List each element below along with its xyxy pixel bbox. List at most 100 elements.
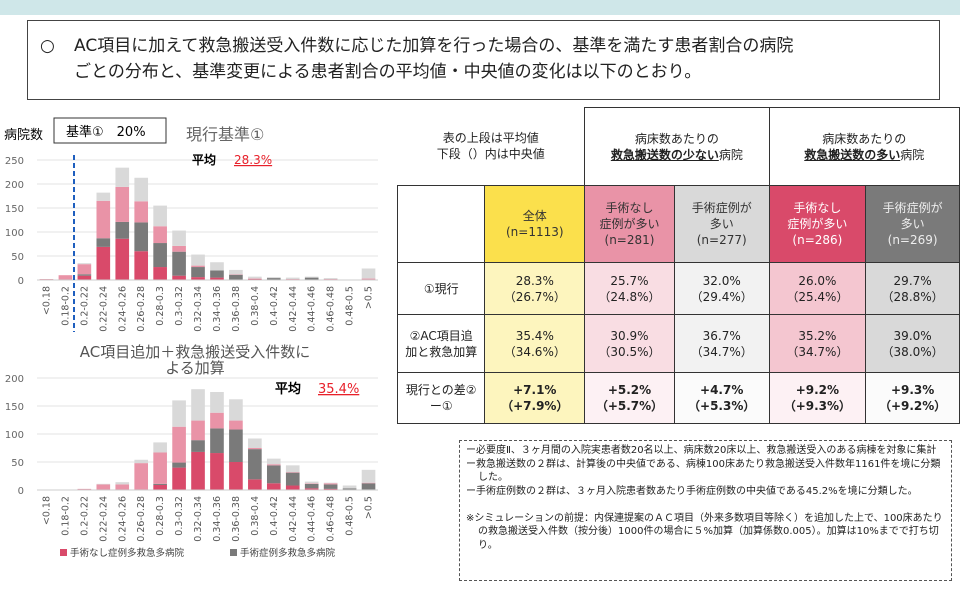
bar-segment [229,269,243,275]
value-cell: 25.7% （24.8%） [584,262,675,315]
x-tick-label: 0.44-0.46 [307,496,318,542]
x-tick-label: 0.36-0.38 [231,496,242,542]
cell-text: （+9.2%） [878,399,947,413]
bar-segment [96,200,111,239]
cell-text: 26.0% [798,273,837,288]
cell-text: （34.7%） [690,344,753,359]
bar-segment [248,449,262,480]
cell-text: 全体 [522,209,547,223]
x-tick-label: 0.4-0.42 [269,286,280,326]
cell-text: 手術症例が [691,201,752,215]
mean-value: 28.3% [234,153,272,167]
threshold-label-box [53,117,167,144]
legend-swatch [60,549,67,556]
y-tick-label: 50 [11,458,24,469]
cell-text: （30.5%） [598,344,661,359]
bar-segment [77,275,92,280]
x-tick-label: 0.22-0.24 [98,496,109,542]
x-tick-label: 0.24-0.26 [117,496,128,542]
note-item: ※シミュレーションの前提：内保連提案のＡＣ項目（外来多数項目等除く）を追加した上… [466,512,943,551]
bar-segment [248,438,262,448]
cell-text: 35.4% [515,328,554,343]
bar-segment [153,484,167,490]
mean-value: 35.4% [318,382,359,397]
cell-text: +9.3% [890,383,935,397]
bar-segment [266,278,281,280]
bar-segment [191,389,205,421]
summary-box: ○ AC項目に加えて救急搬送受入件数に応じた加算を行った場合の、基準を満たす患者割… [27,20,940,100]
x-tick-label: >0.5 [364,286,375,309]
y-tick-label: 100 [5,228,24,239]
x-tick-label: 0.18-0.2 [60,496,71,536]
bar-segment [115,221,130,239]
bar-segment [210,262,224,271]
bar-segment [266,464,281,466]
x-tick-label: 0.28-0.3 [155,286,166,326]
y-axis-label: 病院数 [4,128,43,143]
bar-segment [115,484,130,490]
value-cell: +4.7% （+5.3%） [673,372,770,424]
cell-text: 救急搬送数の少ない [610,147,719,162]
bar-segment [285,465,300,473]
bar-segment [361,268,376,279]
bar-segment [191,420,205,441]
bar-segment [172,275,186,280]
chart-ac-added: 0 50 100 150 200 <0.18 0.18-0.2 0.2-0.22 0.22-0.… [5,343,378,559]
bar-segment [134,177,149,202]
cell-text: （34.6%） [503,344,566,359]
cell-text: 下段（）内は中央値 [436,147,545,162]
bar-segment [229,399,243,421]
bar-segment [285,485,300,490]
bar-segment [77,264,92,275]
note-item: ー手術症例数の２群は、３ヶ月入院患者数あたり手術症例数の中央値である45.2%を… [466,485,918,497]
mean-label: 平均 [275,381,301,397]
table-row: ②AC項目追加と救急加算 35.4% （34.6%） 30.9% （30.5%） 36.7… [396,314,960,373]
note-item [466,498,945,512]
x-tick-label: 0.3-0.32 [174,286,185,326]
bar-segment [266,458,281,465]
note-item: ー救急搬送数の２群は、計算後の中央値である、病棟100床あたり救急搬送受入件数年… [466,458,941,484]
cell-text: 39.0% [893,328,932,343]
bar-segment [266,483,281,490]
bar-segment [191,440,205,452]
summary-line-1: AC項目に加えて救急搬送受入件数に応じた加算を行った場合の、基準を満たす患者割合… [74,36,794,56]
cell-text: （26.7%） [503,289,566,304]
x-tick-label: 0.46-0.48 [326,286,337,332]
legend-label: 手術なし症例多救急多病院 [70,547,185,559]
bar-segment [191,267,205,278]
column-header: 手術症例が 多い (n=269) [865,185,960,263]
y-tick-label: 100 [5,430,24,441]
bar-segment [96,246,111,280]
bar-segment [172,230,186,246]
chart-current: 0 50 100 150 200 250 <0.18 0.18-0.2 0.2-0.22 0.22… [4,117,378,332]
cell-text: 32.0% [702,273,741,288]
bar-segment [285,277,300,280]
chart-title: AC項目追加＋救急搬送受入件数に [80,343,310,361]
bar-segment [323,484,338,489]
y-tick-label: 200 [5,180,24,191]
bar-segment [191,254,205,266]
bar-segment [210,412,224,429]
x-tick-label: 0.4-0.42 [269,496,280,536]
x-tick-label: 0.32-0.34 [193,496,204,542]
bar-segment [172,467,186,490]
bar-segment [304,483,319,489]
bar-segment [96,192,111,201]
bar-segment [323,482,338,484]
cell-text: (n=269) [887,233,938,247]
x-tick-label: 0.3-0.32 [174,496,185,536]
x-tick-label: 0.48-0.5 [345,496,356,536]
cell-text: +5.2% [607,383,652,397]
cell-text: （38.0%） [881,344,944,359]
bar-segment [285,472,300,473]
value-cell: +5.2% （+5.7%） [584,372,675,424]
cell-text: （28.8%） [881,289,944,304]
bar-segment [210,392,224,413]
bar-segment [134,463,149,490]
bar-segment [323,278,338,280]
x-tick-label: 0.38-0.4 [250,286,261,326]
cell-text: 28.3% [515,273,554,288]
cell-text: +9.2% [795,383,840,397]
bar-segment [304,276,319,278]
bar-segment [172,462,186,468]
